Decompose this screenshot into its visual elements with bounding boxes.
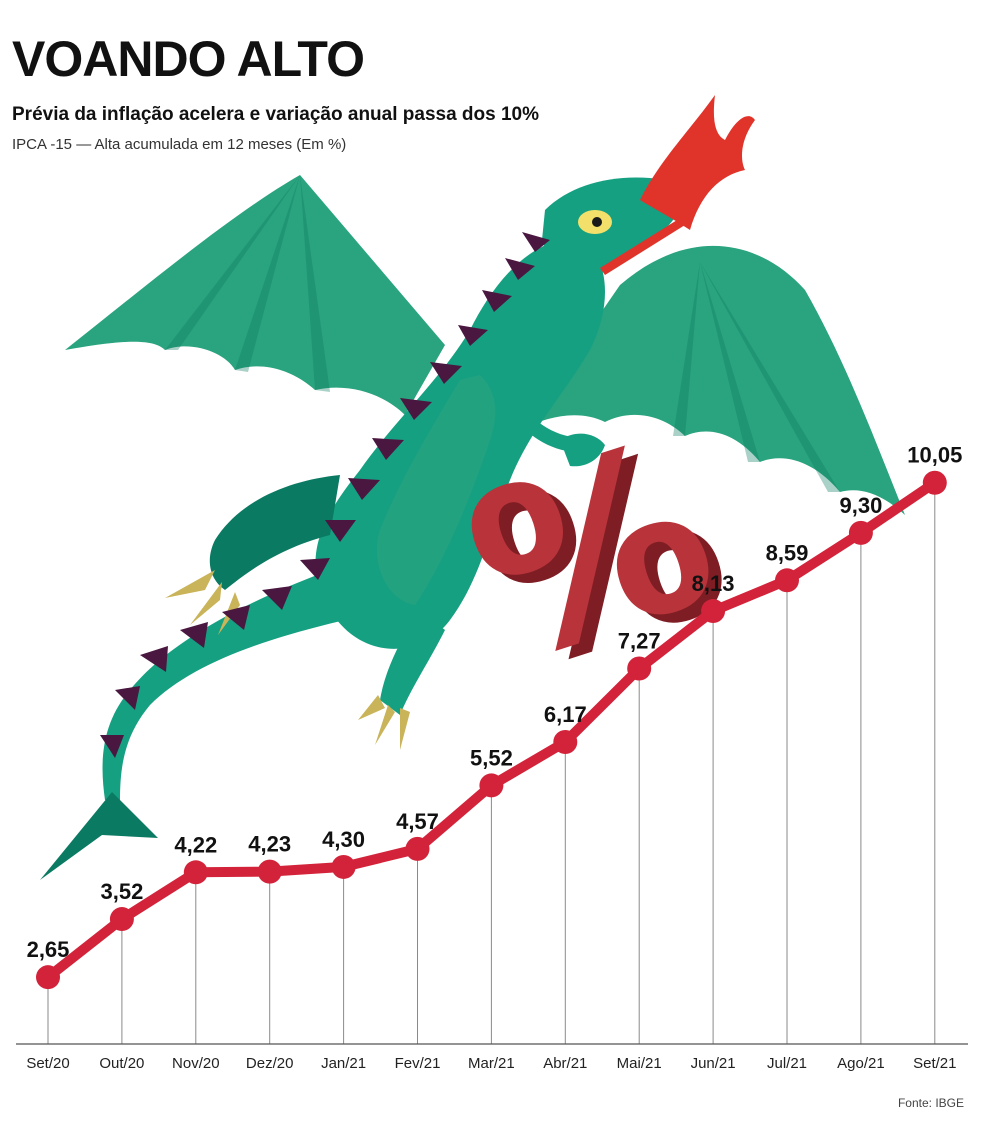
data-point	[922, 470, 947, 495]
dragon-right-wing-membrane	[673, 262, 840, 492]
drop-lines	[47, 482, 936, 1044]
data-labels: 2,65 3,52 4,22 4,23 4,30 4,57 5,52 6,17 7,27 8,13…	[27, 443, 963, 962]
dragon-front-leg	[380, 610, 445, 715]
x-tick-label: Set/20	[26, 1055, 69, 1072]
data-label: 6,17	[544, 702, 587, 727]
data-label: 4,30	[322, 827, 365, 852]
chart-unit-note: IPCA -15 — Alta acumulada em 12 meses (E…	[12, 136, 347, 153]
dragon-hand	[560, 433, 605, 467]
data-point	[479, 773, 504, 798]
dragon-spikes	[100, 232, 550, 758]
dragon-arm	[500, 395, 580, 452]
x-tick-label: Nov/20	[172, 1055, 220, 1072]
x-tick-label: Jan/21	[321, 1055, 366, 1072]
dragon-mouth	[600, 212, 690, 275]
chart-title: VOANDO ALTO	[12, 31, 365, 87]
x-tick-label: Mar/21	[468, 1055, 515, 1072]
x-tick-label: Abr/21	[543, 1055, 587, 1072]
dragon-left-wing-membrane	[165, 175, 330, 392]
data-point	[627, 656, 652, 681]
x-axis-tick-labels: Set/20 Out/20 Nov/20 Dez/20 Jan/21 Fev/21 Mar/…	[26, 1055, 956, 1072]
data-label: 3,52	[100, 879, 143, 904]
dragon-claws-bottom	[358, 695, 410, 750]
data-point	[405, 836, 430, 861]
x-tick-label: Set/21	[913, 1055, 956, 1072]
data-point	[331, 854, 356, 879]
data-point	[553, 729, 578, 754]
data-point	[701, 599, 726, 624]
chart-subtitle: Prévia da inflação acelera e variação an…	[12, 104, 540, 125]
data-points	[36, 470, 947, 990]
data-label: 4,23	[248, 832, 291, 857]
data-point	[775, 568, 799, 593]
data-label: 4,57	[396, 809, 439, 834]
data-label: 8,59	[766, 540, 809, 565]
data-label: 9,30	[839, 493, 882, 518]
dragon-claws-left	[165, 570, 240, 635]
dragon-left-wing	[65, 175, 445, 415]
data-point	[109, 907, 134, 932]
data-point	[36, 965, 60, 990]
x-tick-label: Dez/20	[246, 1055, 294, 1072]
data-point	[848, 520, 873, 545]
dragon-right-wing	[520, 245, 905, 515]
dragon-belly	[376, 375, 496, 605]
x-tick-label: Fev/21	[395, 1055, 441, 1072]
x-tick-label: Jun/21	[691, 1055, 736, 1072]
data-point	[183, 860, 208, 885]
data-label: 10,05	[907, 443, 962, 468]
data-point	[257, 859, 282, 884]
data-label: 5,52	[470, 745, 513, 770]
data-label: 2,65	[27, 937, 70, 962]
data-label: 7,27	[618, 628, 661, 653]
x-tick-label: Mai/21	[617, 1055, 662, 1072]
dragon-pupil	[592, 217, 602, 227]
dragon-tail	[102, 570, 345, 800]
dragon-fire	[640, 95, 755, 230]
source-note: Fonte: IBGE	[897, 1096, 964, 1110]
x-tick-label: Out/20	[99, 1055, 144, 1072]
dragon-tail-tip	[40, 792, 158, 880]
dragon-back-leg	[209, 475, 340, 590]
data-label: 8,13	[692, 571, 735, 596]
data-label: 4,22	[174, 832, 217, 857]
x-tick-label: Jul/21	[767, 1055, 807, 1072]
x-tick-label: Ago/21	[837, 1055, 885, 1072]
